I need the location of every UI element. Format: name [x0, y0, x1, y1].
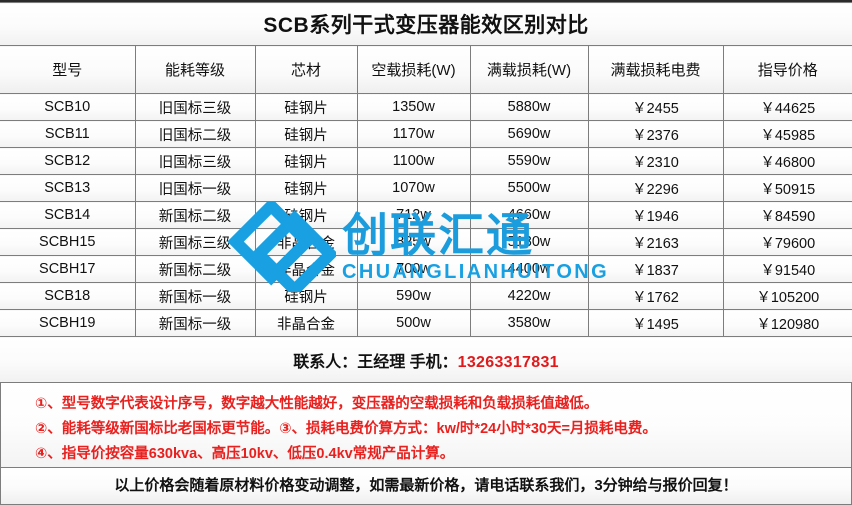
- cell-full-load-loss: 5180w: [469, 228, 589, 256]
- cell-electricity-cost: ￥2296: [587, 174, 724, 202]
- cell-core-material: 硅钢片: [254, 201, 358, 229]
- cell-model: SCBH19: [0, 309, 136, 337]
- cell-model: SCB14: [0, 201, 136, 229]
- cell-no-load-loss: 590w: [356, 282, 471, 310]
- table-row: SCB14 新国标二级 硅钢片 712w 4660w ￥1946 ￥84590: [0, 201, 852, 229]
- table-body: SCB系列干式变压器能效区别对比 型号 能耗等级 芯材 空载损耗(W) 满载损耗…: [0, 2, 852, 383]
- column-header-core-material: 芯材: [254, 45, 358, 94]
- table-row: SCB10 旧国标三级 硅钢片 1350w 5880w ￥2455 ￥44625: [0, 93, 852, 121]
- cell-model: SCBH17: [0, 255, 136, 283]
- cell-guide-price: ￥91540: [722, 255, 852, 283]
- cell-efficiency-grade: 旧国标一级: [134, 174, 256, 202]
- cell-full-load-loss: 4220w: [469, 282, 589, 310]
- cell-full-load-loss: 5880w: [469, 93, 589, 121]
- cell-no-load-loss: 700w: [356, 255, 471, 283]
- cell-model: SCB18: [0, 282, 136, 310]
- cell-model: SCB11: [0, 120, 136, 148]
- cell-efficiency-grade: 旧国标二级: [134, 120, 256, 148]
- cell-efficiency-grade: 新国标一级: [134, 282, 256, 310]
- cell-guide-price: ￥45985: [722, 120, 852, 148]
- contact-label: 联系人：王经理 手机：: [293, 353, 458, 371]
- cell-electricity-cost: ￥1762: [587, 282, 724, 310]
- header-row: 型号 能耗等级 芯材 空载损耗(W) 满载损耗(W) 满载损耗电费 指导价格: [0, 45, 852, 94]
- cell-full-load-loss: 5500w: [469, 174, 589, 202]
- cell-full-load-loss: 4400w: [469, 255, 589, 283]
- cell-model: SCB10: [0, 93, 136, 121]
- page-title: SCB系列干式变压器能效区别对比: [0, 2, 852, 46]
- cell-core-material: 硅钢片: [254, 147, 358, 175]
- cell-no-load-loss: 712w: [356, 201, 471, 229]
- cell-no-load-loss: 1070w: [356, 174, 471, 202]
- cell-guide-price: ￥120980: [722, 309, 852, 337]
- cell-model: SCBH15: [0, 228, 136, 256]
- cell-electricity-cost: ￥2163: [587, 228, 724, 256]
- column-header-no-load-loss: 空载损耗(W): [356, 45, 471, 94]
- contact-row: 联系人：王经理 手机：13263317831: [0, 336, 852, 383]
- cell-efficiency-grade: 新国标二级: [134, 201, 256, 229]
- footer-note: 以上价格会随着原材料价格变动调整，如需最新价格，请电话联系我们，3分钟给与报价回…: [0, 468, 852, 505]
- spec-table: SCB系列干式变压器能效区别对比 型号 能耗等级 芯材 空载损耗(W) 满载损耗…: [0, 2, 852, 383]
- table-row: SCB11 旧国标二级 硅钢片 1170w 5690w ￥2376 ￥45985: [0, 120, 852, 148]
- cell-guide-price: ￥84590: [722, 201, 852, 229]
- column-header-guide-price: 指导价格: [722, 45, 852, 94]
- cell-electricity-cost: ￥2310: [587, 147, 724, 175]
- cell-no-load-loss: 1100w: [356, 147, 471, 175]
- cell-efficiency-grade: 旧国标三级: [134, 147, 256, 175]
- cell-efficiency-grade: 新国标三级: [134, 228, 256, 256]
- cell-efficiency-grade: 新国标二级: [134, 255, 256, 283]
- cell-no-load-loss: 1350w: [356, 93, 471, 121]
- cell-no-load-loss: 1170w: [356, 120, 471, 148]
- table-row: SCBH19 新国标一级 非晶合金 500w 3580w ￥1495 ￥1209…: [0, 309, 852, 337]
- contact-phone[interactable]: 13263317831: [457, 353, 559, 371]
- table-row: SCBH15 新国标三级 非晶合金 825w 5180w ￥2163 ￥7960…: [0, 228, 852, 256]
- cell-guide-price: ￥44625: [722, 93, 852, 121]
- cell-electricity-cost: ￥2376: [587, 120, 724, 148]
- title-row: SCB系列干式变压器能效区别对比: [0, 2, 852, 46]
- cell-no-load-loss: 500w: [356, 309, 471, 337]
- cell-core-material: 硅钢片: [254, 120, 358, 148]
- cell-core-material: 硅钢片: [254, 174, 358, 202]
- cell-electricity-cost: ￥1837: [587, 255, 724, 283]
- column-header-model: 型号: [0, 45, 136, 94]
- cell-full-load-loss: 5590w: [469, 147, 589, 175]
- cell-full-load-loss: 3580w: [469, 309, 589, 337]
- cell-electricity-cost: ￥1495: [587, 309, 724, 337]
- cell-core-material: 非晶合金: [254, 309, 358, 337]
- column-header-full-load-electricity-cost: 满载损耗电费: [587, 45, 724, 94]
- column-header-full-load-loss: 满载损耗(W): [469, 45, 589, 94]
- table-row: SCB13 旧国标一级 硅钢片 1070w 5500w ￥2296 ￥50915: [0, 174, 852, 202]
- cell-model: SCB12: [0, 147, 136, 175]
- cell-full-load-loss: 5690w: [469, 120, 589, 148]
- cell-guide-price: ￥105200: [722, 282, 852, 310]
- cell-electricity-cost: ￥2455: [587, 93, 724, 121]
- cell-core-material: 硅钢片: [254, 93, 358, 121]
- cell-guide-price: ￥79600: [722, 228, 852, 256]
- note-line-3: ④、指导价按容量630kva、高压10kv、低压0.4kv常规产品计算。: [35, 446, 455, 462]
- cell-model: SCB13: [0, 174, 136, 202]
- table-row: SCBH17 新国标二级 非晶合金 700w 4400w ￥1837 ￥9154…: [0, 255, 852, 283]
- cell-core-material: 非晶合金: [254, 255, 358, 283]
- cell-guide-price: ￥50915: [722, 174, 852, 202]
- table-row: SCB12 旧国标三级 硅钢片 1100w 5590w ￥2310 ￥46800: [0, 147, 852, 175]
- notes-block: ①、型号数字代表设计序号，数字越大性能越好，变压器的空载损耗和负载损耗值越低。 …: [0, 383, 852, 468]
- note-line-2: ②、能耗等级新国标比老国标更节能。③、损耗电费价算方式：kw/时*24小时*30…: [35, 421, 657, 437]
- column-header-efficiency-grade: 能耗等级: [134, 45, 256, 94]
- note-line-1: ①、型号数字代表设计序号，数字越大性能越好，变压器的空载损耗和负载损耗值越低。: [35, 396, 599, 412]
- table-row: SCB18 新国标一级 硅钢片 590w 4220w ￥1762 ￥105200: [0, 282, 852, 310]
- cell-core-material: 硅钢片: [254, 282, 358, 310]
- cell-core-material: 非晶合金: [254, 228, 358, 256]
- cell-guide-price: ￥46800: [722, 147, 852, 175]
- cell-electricity-cost: ￥1946: [587, 201, 724, 229]
- cell-efficiency-grade: 新国标一级: [134, 309, 256, 337]
- cell-no-load-loss: 825w: [356, 228, 471, 256]
- cell-efficiency-grade: 旧国标三级: [134, 93, 256, 121]
- cell-full-load-loss: 4660w: [469, 201, 589, 229]
- contact-cell: 联系人：王经理 手机：13263317831: [0, 336, 852, 383]
